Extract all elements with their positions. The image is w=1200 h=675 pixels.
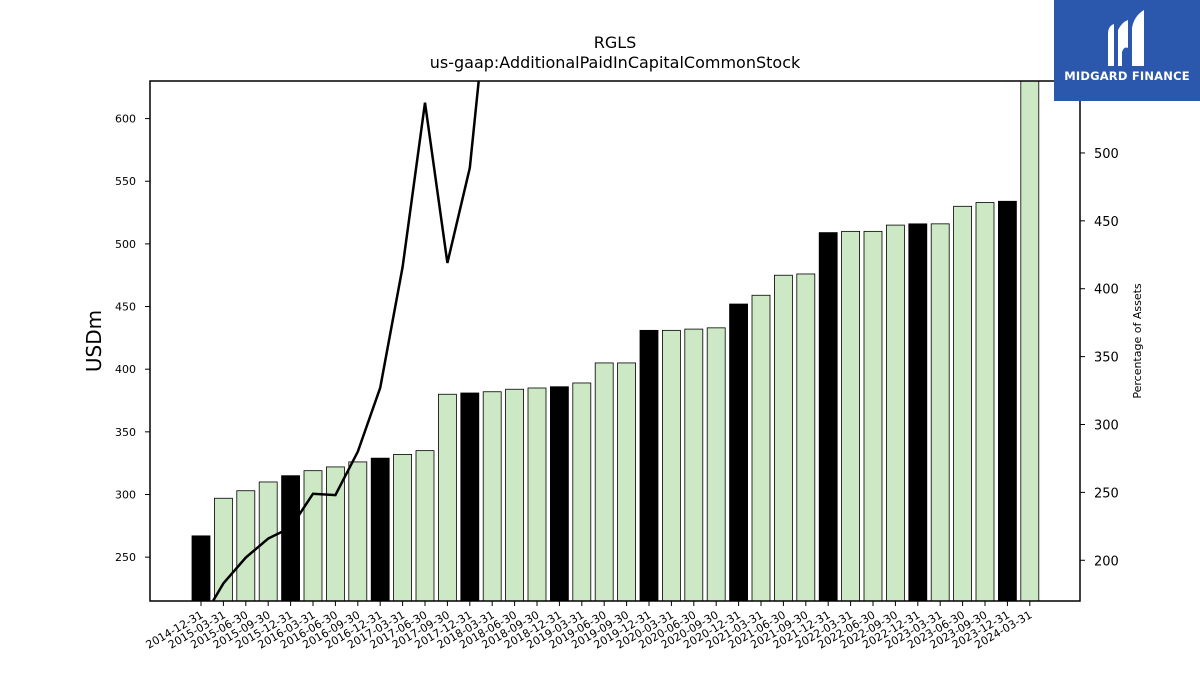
line-group: [211, 81, 480, 601]
y-tick-label: 550: [115, 175, 136, 188]
y-tick-label: 250: [115, 551, 136, 564]
bar-2022-12-31: [908, 223, 928, 601]
bar-2018-06-30: [505, 388, 525, 601]
logo-text: MIDGARD FINANCE: [1064, 69, 1190, 83]
bars-group: [191, 81, 1040, 601]
bar-2016-09-30: [348, 461, 368, 601]
bar-2022-06-30: [863, 230, 883, 601]
bar-2021-09-30: [796, 273, 816, 601]
bar-2018-09-30: [527, 387, 547, 601]
bar-2015-06-30: [236, 490, 256, 601]
bar-2021-12-31: [818, 232, 838, 601]
bar-2021-06-30: [774, 274, 793, 601]
y2-tick-label: 400: [1094, 283, 1119, 298]
bar-2019-09-30: [617, 362, 636, 601]
y-tick-label: 350: [115, 426, 136, 439]
bar-2015-12-31: [281, 475, 301, 601]
bar-2022-09-30: [886, 224, 905, 601]
y-axis: 250 300 350 400 450 500 550 600: [115, 113, 150, 564]
bar-2017-09-30: [437, 393, 457, 601]
bar-2019-03-31: [572, 382, 592, 601]
y2-tick-label: 200: [1094, 554, 1119, 569]
x-axis: 2014-12-312015-03-312015-06-302015-09-30…: [144, 601, 1034, 652]
bar-2016-12-31: [370, 457, 390, 601]
y2-tick-label: 250: [1094, 486, 1119, 501]
bar-2016-03-31: [303, 470, 323, 601]
bar-2020-09-30: [706, 327, 726, 601]
bar-2018-12-31: [550, 386, 569, 601]
bar-2015-03-31: [213, 497, 233, 601]
bar-2017-12-31: [460, 392, 480, 601]
y2-tick-label: 500: [1094, 147, 1119, 162]
y-tick-label: 500: [115, 238, 136, 251]
bar-2023-12-31: [998, 200, 1017, 601]
bar-2021-03-31: [751, 294, 771, 601]
midgard-logo-icon: [1108, 10, 1144, 66]
bar-2023-03-31: [930, 223, 950, 601]
y-tick-label: 600: [115, 113, 136, 126]
y-tick-label: 400: [115, 363, 136, 376]
y2-tick-label: 300: [1094, 418, 1119, 433]
chart-title: RGLS: [594, 33, 637, 52]
bar-2015-09-30: [258, 481, 278, 601]
y-axis-label: USDm: [82, 310, 106, 372]
y-tick-label: 300: [115, 488, 136, 501]
y2-axis: 200 250 300 350 400 450 500: [1080, 147, 1119, 569]
bar-2019-12-31: [639, 329, 659, 601]
plot-frame: [149, 80, 1081, 602]
bar-2020-06-30: [684, 328, 704, 601]
bar-2019-06-30: [594, 362, 614, 601]
chart-subtitle: us-gaap:AdditionalPaidInCapitalCommonSto…: [430, 53, 801, 72]
y-tick-label: 450: [115, 301, 136, 314]
bar-2018-03-31: [482, 391, 502, 601]
bar-2023-09-30: [975, 202, 995, 601]
bar-2020-03-31: [662, 329, 681, 601]
bar-2022-03-31: [841, 230, 860, 601]
bar-2023-06-30: [953, 205, 972, 601]
bar-2014-12-31: [191, 535, 211, 601]
bar-2017-03-31: [393, 453, 413, 601]
bar-2017-06-30: [415, 450, 435, 601]
y2-tick-label: 450: [1094, 215, 1119, 230]
y2-axis-label: Percentage of Assets: [1131, 283, 1144, 399]
bar-2016-06-30: [325, 466, 345, 601]
midgard-finance-logo: MIDGARD FINANCE: [1054, 0, 1200, 101]
line-series-segment: [211, 81, 480, 601]
bar-2024-03-31: [1020, 81, 1040, 601]
bar-2020-12-31: [729, 303, 748, 601]
y2-tick-label: 350: [1094, 351, 1119, 366]
